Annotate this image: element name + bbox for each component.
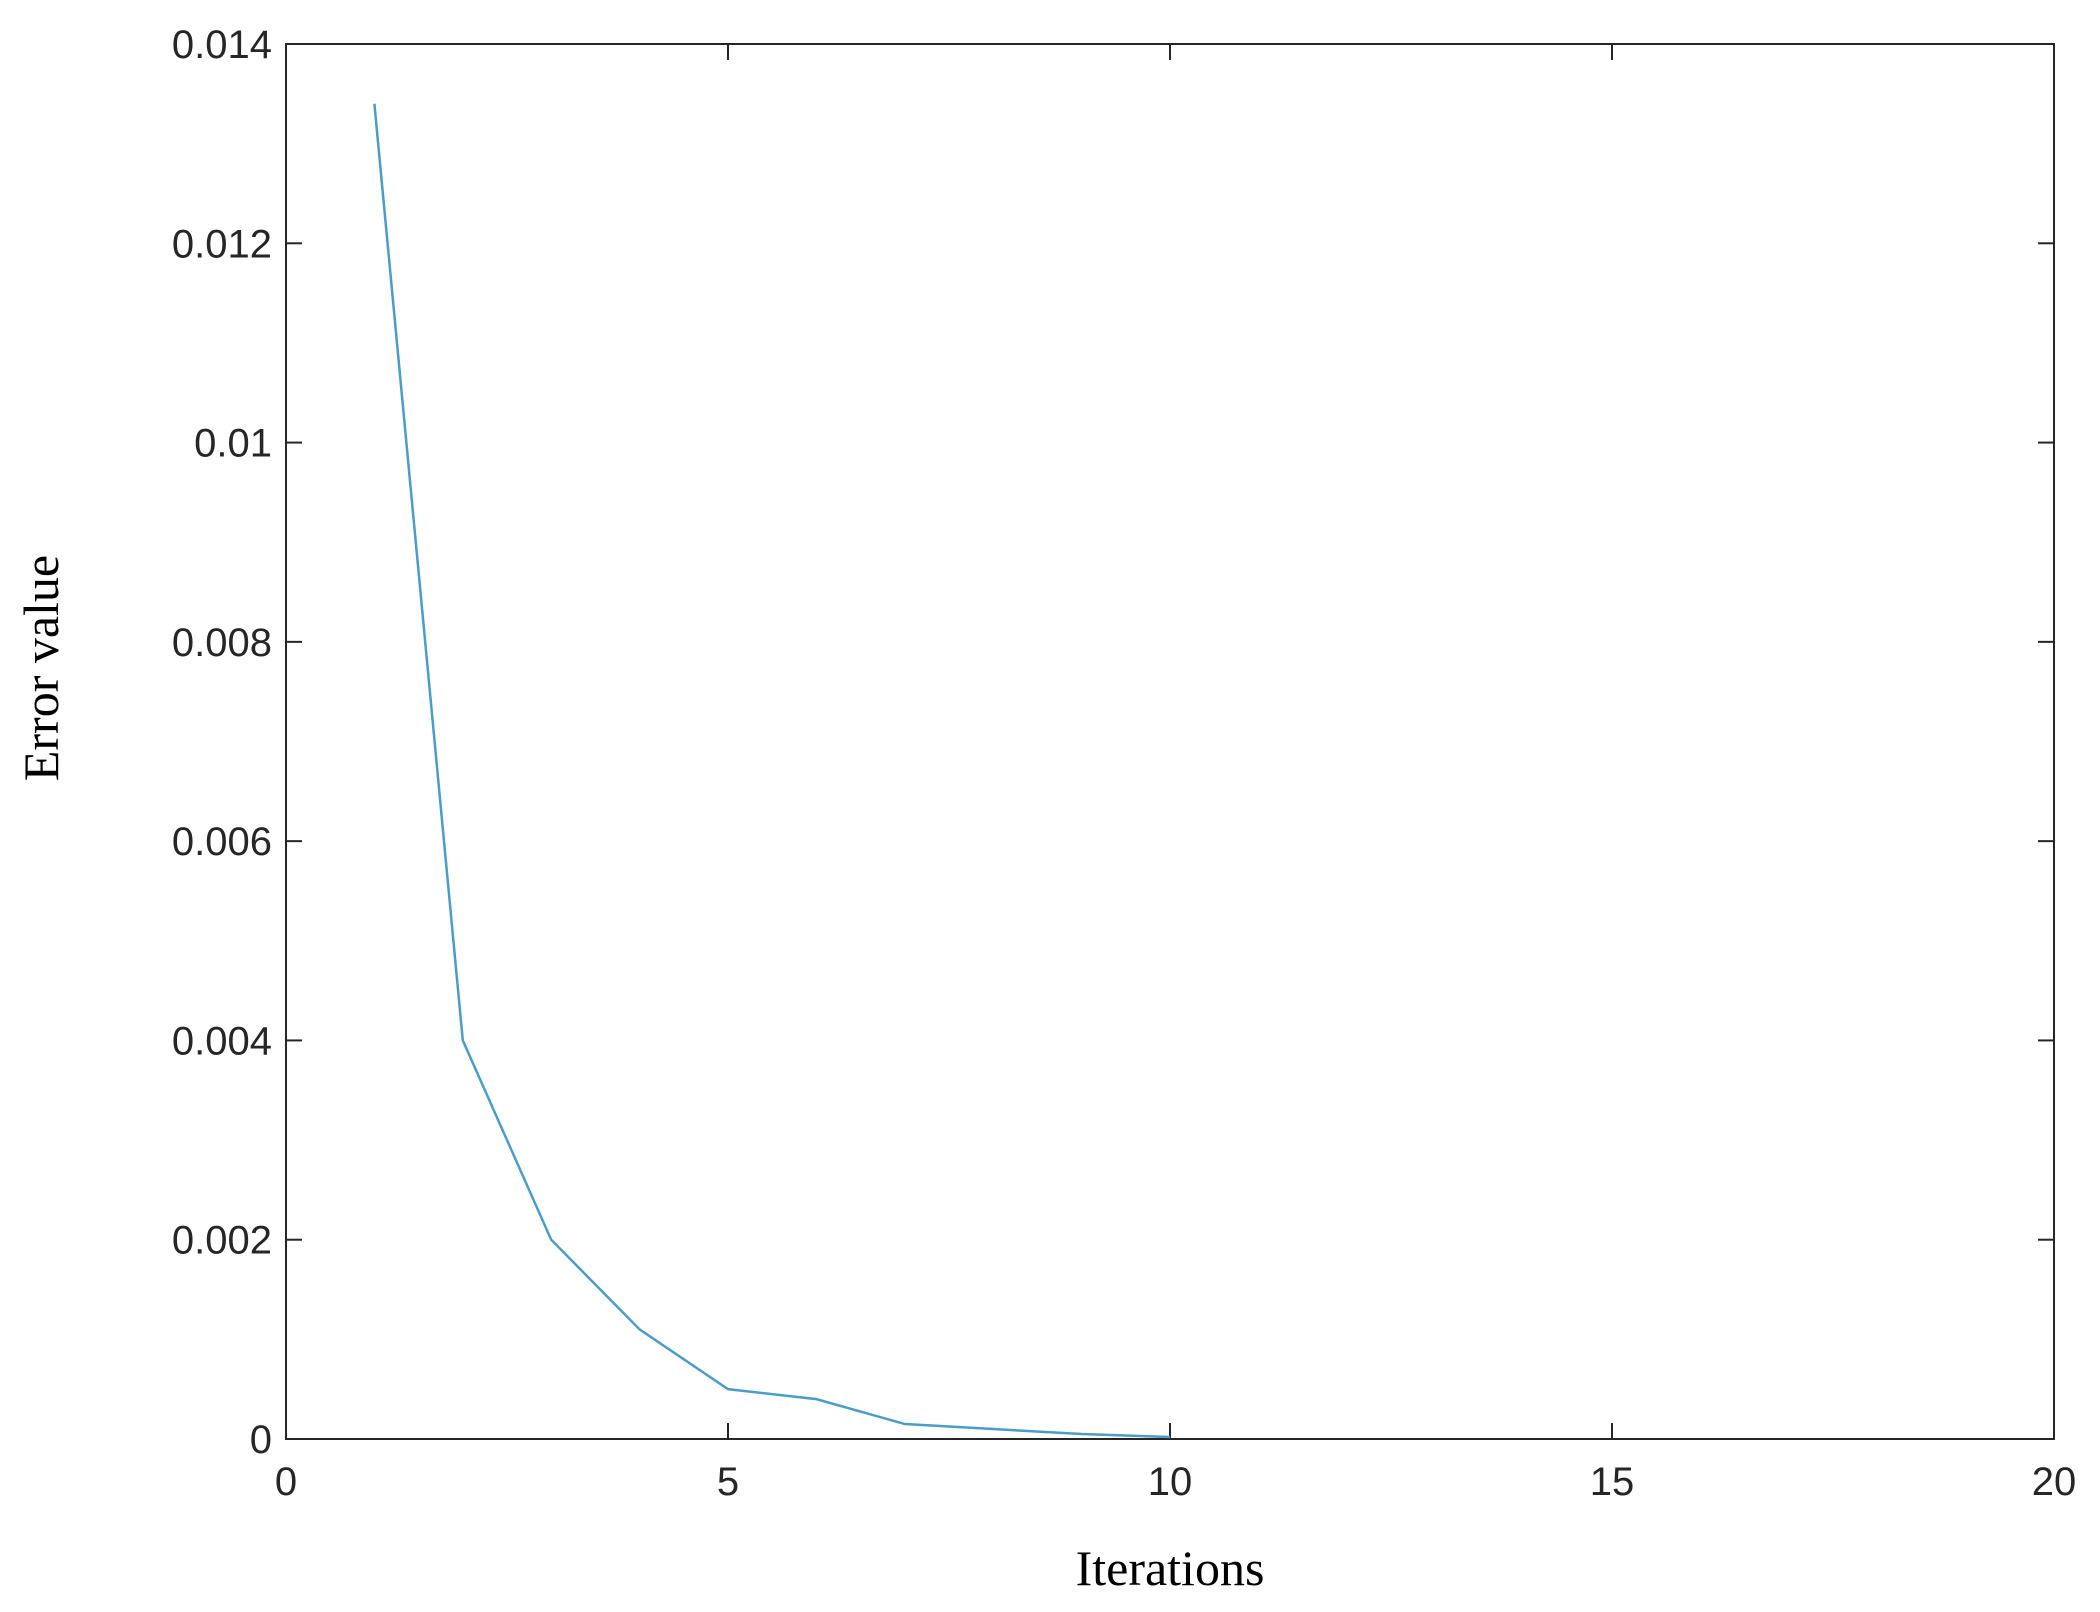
y-tick-label: 0.014 — [172, 23, 272, 67]
y-tick-label: 0.002 — [172, 1219, 272, 1263]
x-tick-label: 0 — [275, 1460, 297, 1504]
y-tick-label: 0.004 — [172, 1019, 272, 1063]
y-tick-label: 0.01 — [194, 422, 272, 466]
y-tick-label: 0.012 — [172, 222, 272, 266]
y-tick-label: 0 — [250, 1418, 272, 1462]
data-line — [373, 103, 1171, 1439]
y-tick-label: 0.006 — [172, 820, 272, 864]
x-tick-label: 20 — [2032, 1460, 2077, 1504]
y-axis-label: Error value — [13, 555, 69, 781]
x-tick-label: 10 — [1148, 1460, 1193, 1504]
plot-area — [285, 43, 2055, 1440]
x-tick-label: 15 — [1590, 1460, 1635, 1504]
x-tick-label: 5 — [717, 1460, 739, 1504]
x-axis-label: Iterations — [1076, 1540, 1265, 1596]
y-tick-label: 0.008 — [172, 621, 272, 665]
